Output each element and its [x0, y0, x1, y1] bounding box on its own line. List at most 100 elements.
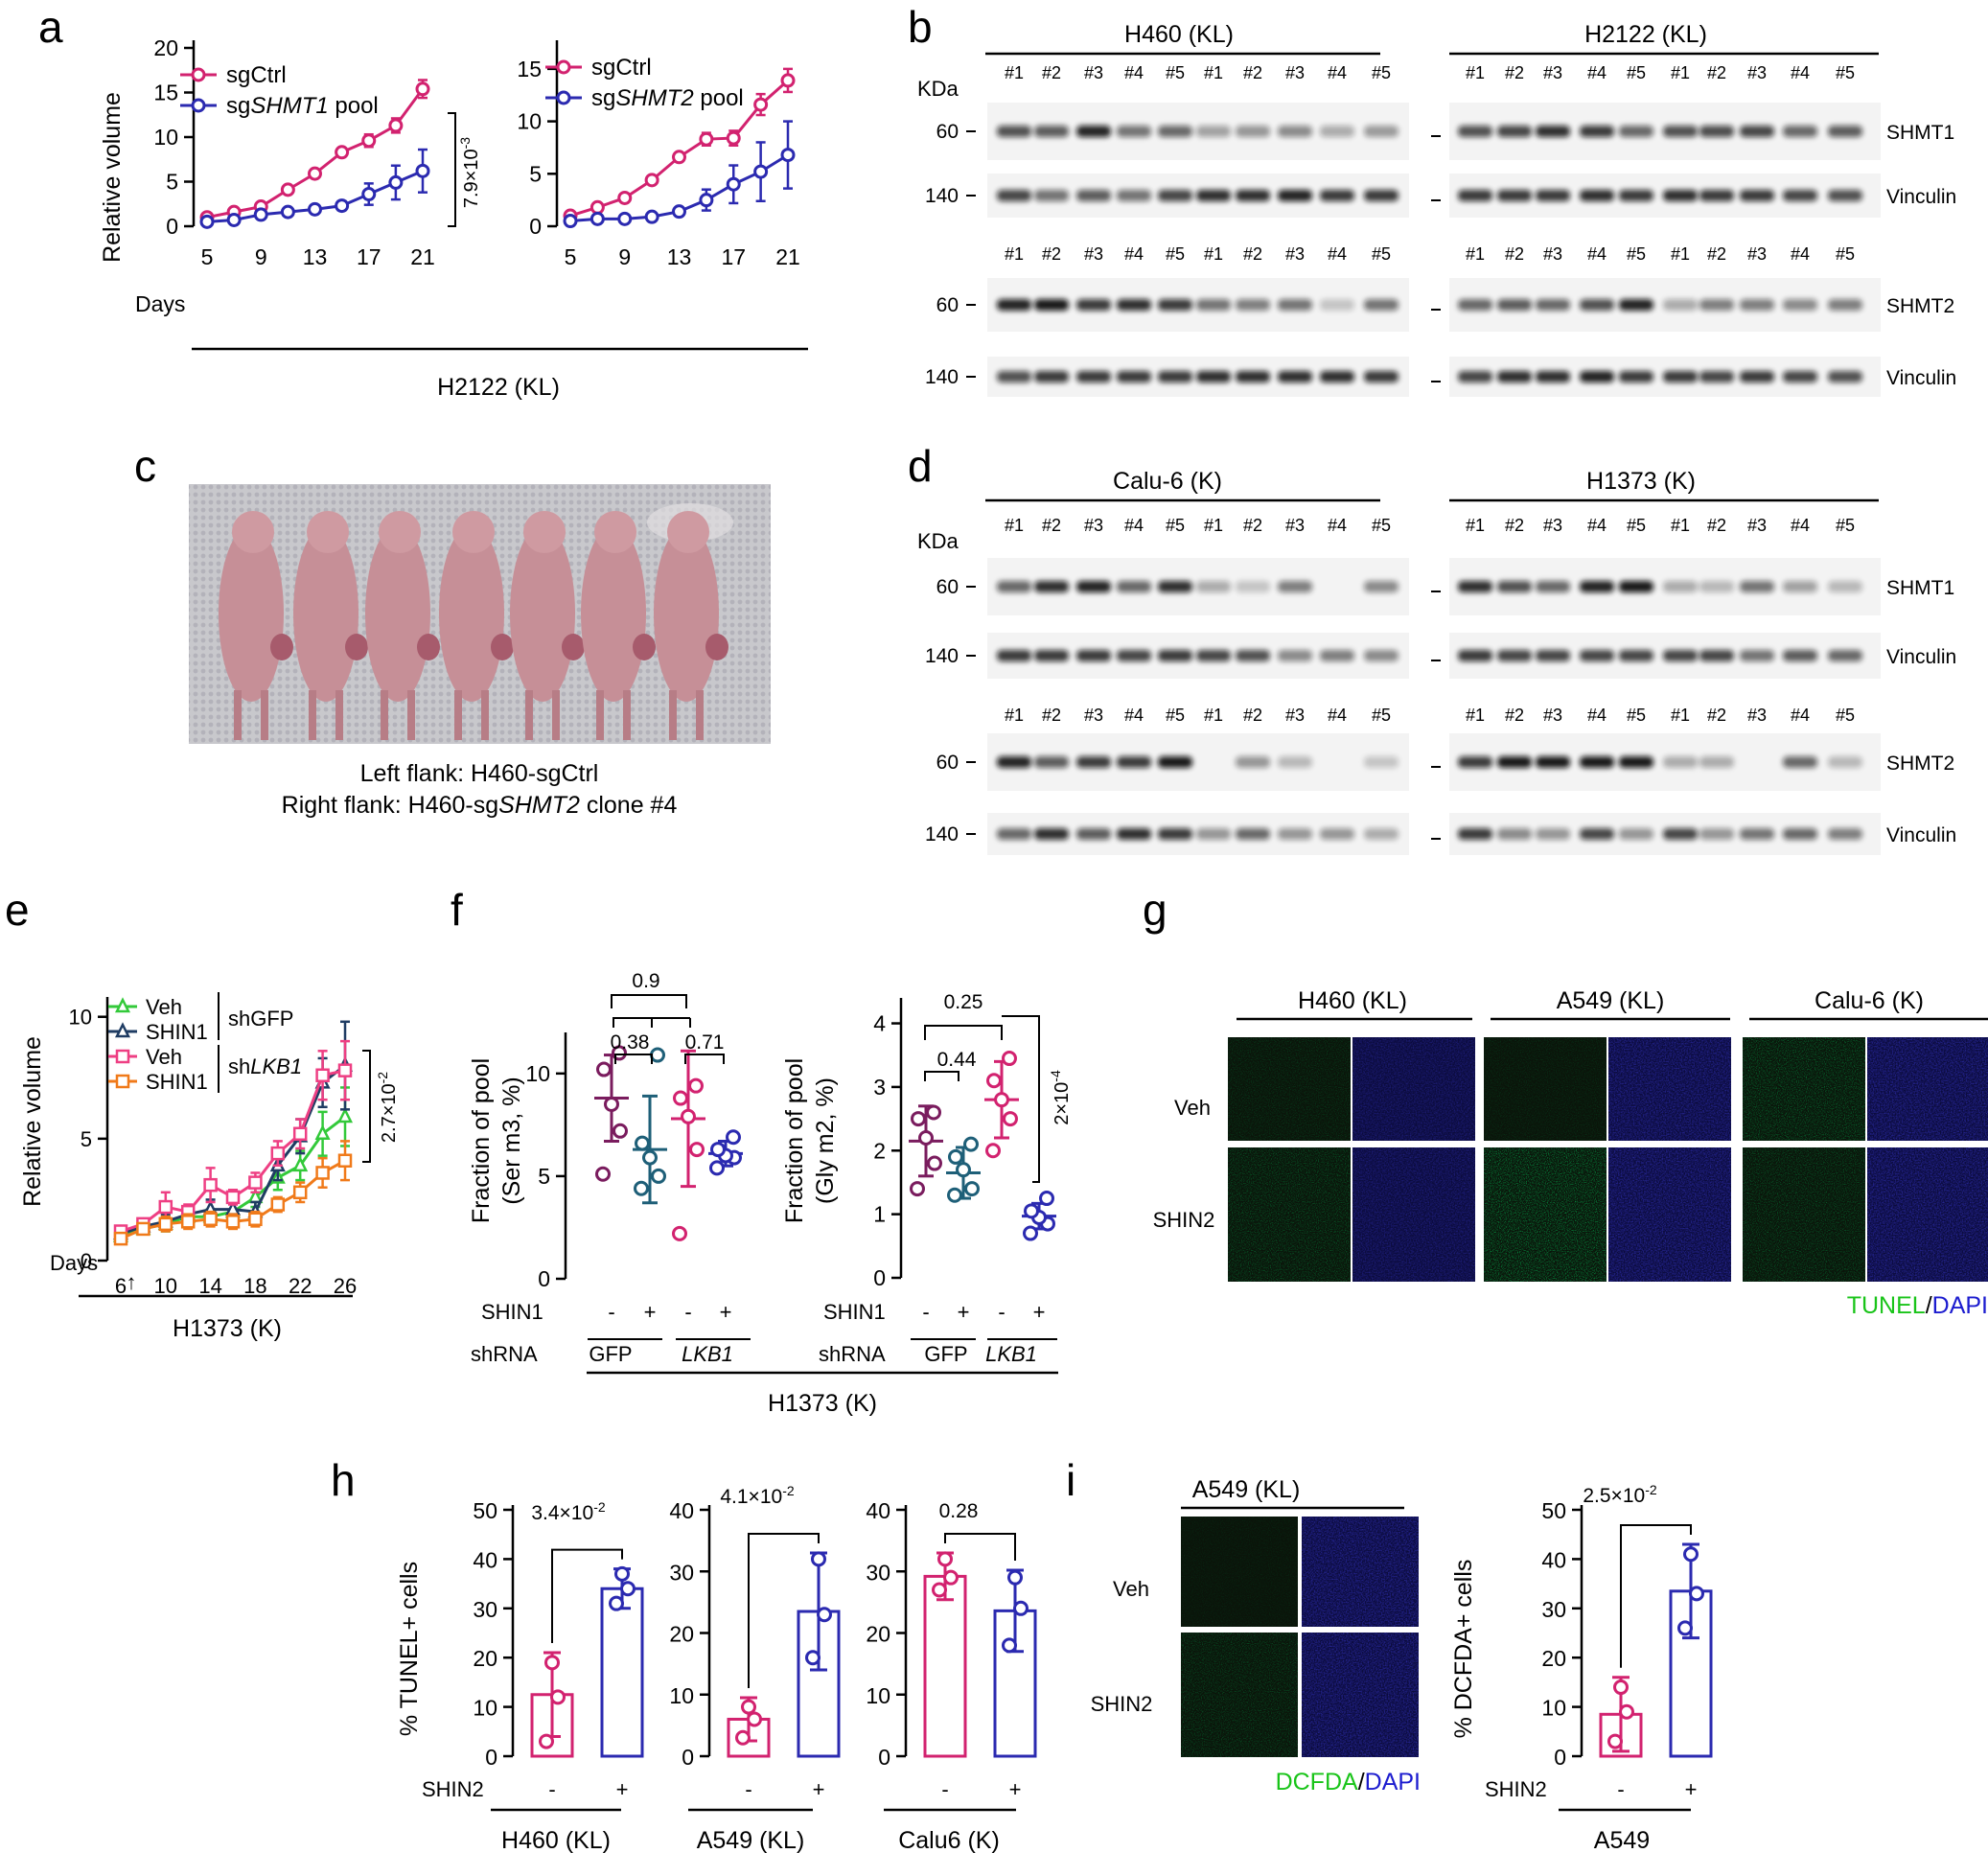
- mw-label: 60: [936, 294, 959, 316]
- data-point: [817, 1607, 832, 1623]
- lane-label: #3: [1084, 63, 1103, 82]
- x-tick-label: 21: [410, 244, 435, 269]
- band: [1828, 371, 1862, 382]
- lane-label: #4: [1587, 706, 1607, 725]
- band: [1580, 756, 1614, 768]
- band: [1236, 581, 1270, 592]
- data-point-1: [589, 211, 605, 226]
- lane-label: #3: [1543, 244, 1562, 264]
- data-point: [911, 1111, 926, 1127]
- band: [1783, 581, 1817, 592]
- band: [997, 371, 1031, 382]
- data-point: [927, 1155, 942, 1171]
- band: [1580, 581, 1614, 592]
- panel-f-p-6: 2×10-4: [1048, 1070, 1073, 1125]
- band: [1580, 371, 1614, 382]
- band: [1580, 190, 1614, 201]
- lane-label: #1: [1005, 244, 1024, 264]
- stain-signal: [1228, 1147, 1351, 1282]
- panel-c-caption-1: Left flank: H460-sgCtrl: [360, 760, 599, 787]
- stain-signal: [1484, 1147, 1607, 1282]
- mouse-leg: [407, 690, 415, 740]
- band: [1458, 581, 1492, 592]
- mouse-leg: [335, 690, 343, 740]
- panel-i-shin2: SHIN2: [1485, 1777, 1547, 1801]
- lane-label: #4: [1791, 516, 1810, 535]
- y-tick-label: 0: [81, 1249, 92, 1273]
- data-point-1: [280, 204, 295, 220]
- band: [1236, 190, 1270, 201]
- panel-h-shin2: SHIN2: [422, 1777, 484, 1801]
- lane-label: #3: [1747, 516, 1767, 535]
- mouse-tumor: [417, 634, 440, 660]
- stain-signal: [1302, 1517, 1419, 1627]
- lane-label: #3: [1084, 706, 1103, 725]
- data-point: [943, 1569, 959, 1586]
- data-point: [1007, 1569, 1023, 1586]
- chart-i: 0 10 20 30 40 50 - +: [1541, 1498, 1713, 1801]
- panel-e-group-label: H1373 (K): [173, 1315, 282, 1342]
- x-tick-label: 13: [303, 244, 328, 269]
- mw-label: 140: [925, 366, 959, 388]
- lane-label: #2: [1042, 244, 1061, 264]
- plus-label: +: [1685, 1777, 1698, 1801]
- band: [1619, 756, 1653, 768]
- minus-label: -: [684, 1300, 691, 1324]
- y-tick-label: 1: [873, 1202, 886, 1227]
- minus-label: -: [922, 1300, 929, 1324]
- band-label: Vinculin: [1886, 824, 1956, 846]
- panel-d-title-right: H1373 (K): [1586, 468, 1696, 495]
- y-tick-label: 10: [153, 125, 178, 150]
- band: [1236, 650, 1270, 661]
- data-point: [634, 1180, 649, 1196]
- lane-label: #5: [1836, 706, 1855, 725]
- panel-f-left-lkb1: LKB1: [682, 1342, 733, 1366]
- lane-label: #5: [1836, 63, 1855, 82]
- band: [1497, 828, 1532, 840]
- data-point-1: [199, 214, 215, 229]
- stain-signal: [1867, 1037, 1988, 1141]
- data-point: [948, 1148, 963, 1165]
- lane-label: #4: [1791, 706, 1810, 725]
- lane-label: #2: [1243, 63, 1262, 82]
- band: [1076, 828, 1111, 840]
- data-point-1: [335, 198, 350, 214]
- minus-label: -: [941, 1777, 948, 1801]
- plus-label: +: [644, 1300, 657, 1324]
- stain-signal: [1302, 1633, 1419, 1757]
- data-point-0: [699, 131, 714, 147]
- band: [997, 828, 1031, 840]
- mouse-body: [581, 525, 646, 702]
- band: [997, 756, 1031, 768]
- data-point-1: [672, 204, 686, 220]
- panel-e: Relative volume Days ↑ H1373 (K) 0 5 10 6 10…: [19, 992, 400, 1342]
- band: [1536, 581, 1570, 592]
- band-label: Vinculin: [1886, 367, 1956, 389]
- band-label: SHMT1: [1886, 122, 1954, 144]
- band: [1699, 371, 1734, 382]
- band: [1699, 299, 1734, 311]
- lane-label: #4: [1328, 706, 1347, 725]
- band: [1034, 581, 1069, 592]
- band: [1783, 299, 1817, 311]
- lane-label: #3: [1747, 63, 1767, 82]
- data-point-3: [337, 1153, 353, 1168]
- lane-label: #5: [1836, 516, 1855, 535]
- legend-marker-sgshmt2: [556, 90, 571, 105]
- data-point: [805, 1650, 821, 1666]
- panel-h: % TUNEL+ cells 0 10 20 30 40 50 - + 0 10 20 30 40 - +…: [396, 1483, 1037, 1853]
- significance-bracket: [944, 1532, 1016, 1561]
- band: [1536, 650, 1570, 661]
- lane-label: #1: [1671, 244, 1690, 264]
- stain-signal: [1743, 1037, 1865, 1141]
- mouse-leg: [481, 690, 489, 740]
- lane-label: #3: [1285, 63, 1305, 82]
- band: [1076, 190, 1111, 201]
- lane-label: #2: [1042, 706, 1061, 725]
- legend-sgshmt2: sgSHMT2 pool: [591, 85, 744, 111]
- lane-label: #4: [1124, 244, 1144, 264]
- band: [1196, 299, 1231, 311]
- y-tick-label: 0: [682, 1745, 694, 1770]
- band: [1497, 581, 1532, 592]
